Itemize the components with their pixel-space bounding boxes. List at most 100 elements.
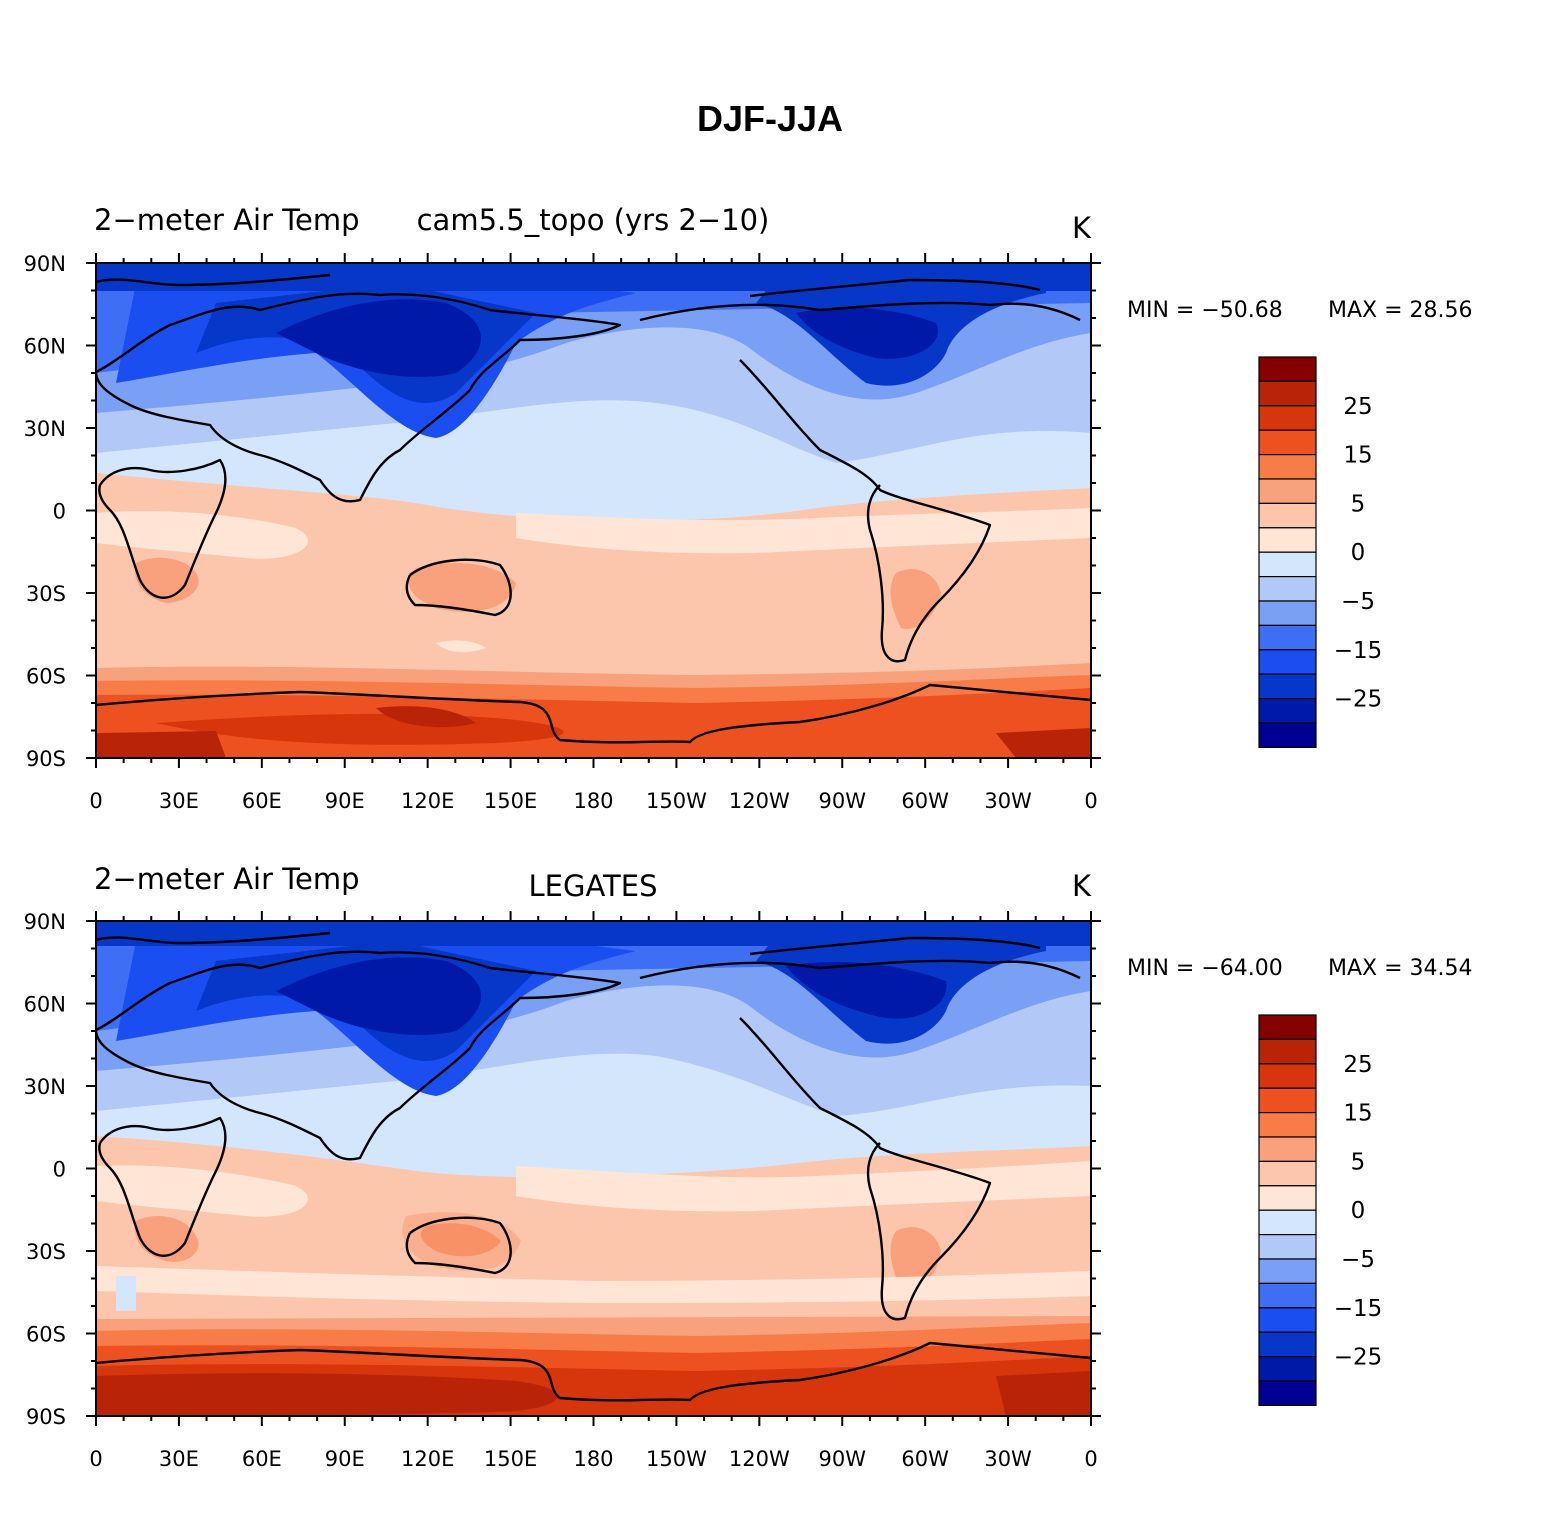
lat-label: 30N <box>24 417 66 441</box>
colorbar-swatch <box>1258 1087 1317 1114</box>
axis-ticks <box>86 911 1101 1426</box>
colorbar-swatch <box>1258 1160 1317 1187</box>
lat-label: 30S <box>26 1240 66 1264</box>
colorbar-swatch <box>1258 454 1317 480</box>
lon-label: 120E <box>401 1447 454 1471</box>
lat-label: 0 <box>53 1158 66 1182</box>
colorbar-swatch <box>1258 1355 1317 1382</box>
colorbar-swatch <box>1258 697 1317 724</box>
panel-units: K <box>1072 211 1092 245</box>
panel-units: K <box>1072 869 1092 903</box>
colorbar-swatch <box>1258 1014 1317 1040</box>
lat-label: 30N <box>24 1075 66 1099</box>
colorbar-label: −15 <box>1334 638 1383 664</box>
lon-label: 90W <box>819 1447 867 1471</box>
colorbar-label: 0 <box>1351 540 1366 566</box>
colorbar: 25 15 5 0 −5 −15 −25 <box>1258 1014 1383 1406</box>
lon-label: 0 <box>89 789 102 813</box>
colorbar-swatch <box>1258 1209 1317 1236</box>
lat-label: 90N <box>24 252 66 276</box>
colorbar-swatch <box>1258 1307 1317 1333</box>
colorbar-label: 0 <box>1351 1198 1366 1224</box>
colorbar-swatch <box>1258 1258 1317 1284</box>
colorbar-swatch <box>1258 1282 1317 1309</box>
lon-label: 150E <box>484 1447 537 1471</box>
colorbar-swatch <box>1258 429 1317 456</box>
lon-label: 90E <box>325 1447 365 1471</box>
lat-label: 0 <box>53 500 66 524</box>
colorbar-swatch <box>1258 527 1317 553</box>
lon-axis-labels: 0 30E 60E 90E 120E 150E 180 150W 120W 90W 60W 30W 0 <box>89 1447 1097 1471</box>
colorbar-swatch <box>1258 1038 1317 1065</box>
colorbar-swatch <box>1258 1331 1317 1358</box>
colorbar-label: −15 <box>1334 1296 1383 1322</box>
colorbar-swatch <box>1258 478 1317 504</box>
lat-label: 60S <box>26 665 66 689</box>
colorbar-swatch <box>1258 673 1317 700</box>
lon-label: 120E <box>401 789 454 813</box>
lon-label: 120W <box>729 789 790 813</box>
colorbar-label: 5 <box>1351 1149 1366 1175</box>
colorbar-swatch <box>1258 405 1317 431</box>
lat-label: 90N <box>24 910 66 934</box>
colorbar: 25 15 5 0 −5 −15 −25 <box>1258 356 1383 748</box>
colorbar-label: −25 <box>1334 1345 1383 1371</box>
lon-label: 120W <box>729 1447 790 1471</box>
lon-label: 150W <box>646 1447 707 1471</box>
colorbar-swatch <box>1258 1063 1317 1089</box>
colorbar-label: 25 <box>1343 1052 1372 1078</box>
colorbar-swatch <box>1258 1111 1317 1138</box>
lon-label: 60W <box>901 1447 949 1471</box>
axis-ticks <box>86 253 1101 768</box>
map-field <box>96 921 1091 1416</box>
lon-axis-labels: 0 30E 60E 90E 120E 150E 180 150W 120W 90W 60W 30W 0 <box>89 789 1097 813</box>
colorbar-swatch <box>1258 1233 1317 1260</box>
lon-label: 60E <box>242 789 282 813</box>
lat-label: 90S <box>26 1405 66 1429</box>
colorbar-swatch <box>1258 551 1317 578</box>
coastline <box>96 273 1091 744</box>
colorbar-swatch <box>1258 356 1317 382</box>
colorbar-swatch <box>1258 722 1317 748</box>
colorbar-swatch <box>1258 1136 1317 1162</box>
lat-label: 30S <box>26 582 66 606</box>
lat-label: 60N <box>24 993 66 1017</box>
panel-left-title: 2−meter Air Temp <box>94 862 360 896</box>
lon-label: 30E <box>159 1447 199 1471</box>
colorbar-swatch <box>1258 600 1317 626</box>
map-field <box>96 263 1091 758</box>
lon-label: 30E <box>159 789 199 813</box>
max-label: MAX = 28.56 <box>1328 298 1473 323</box>
lon-label: 30W <box>984 789 1032 813</box>
panel-model: 2−meter Air Temp cam5.5_topo (yrs 2−10) … <box>24 203 1473 813</box>
lon-label: 60W <box>901 789 949 813</box>
colorbar-label: 25 <box>1343 394 1372 420</box>
colorbar-label: −25 <box>1334 687 1383 713</box>
panel-center-title: cam5.5_topo (yrs 2−10) <box>417 203 770 237</box>
lon-label: 180 <box>573 1447 613 1471</box>
panel-left-title: 2−meter Air Temp <box>94 203 360 237</box>
colorbar-label: 5 <box>1351 491 1366 517</box>
min-label: MIN = −64.00 <box>1127 956 1283 981</box>
lon-label: 150W <box>646 789 707 813</box>
colorbar-label: 15 <box>1343 1101 1372 1127</box>
colorbar-swatch <box>1258 502 1317 529</box>
lon-label: 60E <box>242 1447 282 1471</box>
colorbar-swatch <box>1258 649 1317 675</box>
colorbar-label: −5 <box>1341 1247 1375 1273</box>
lon-label: 90E <box>325 789 365 813</box>
panel-observations: 2−meter Air Temp LEGATES K <box>24 862 1473 1471</box>
colorbar-swatch <box>1258 575 1317 602</box>
colorbar-swatch <box>1258 1185 1317 1211</box>
colorbar-label: −5 <box>1341 589 1375 615</box>
lon-label: 180 <box>573 789 613 813</box>
lat-label: 60N <box>24 335 66 359</box>
colorbar-swatch <box>1258 624 1317 651</box>
lon-label: 150E <box>484 789 537 813</box>
colorbar-swatch <box>1258 1380 1317 1406</box>
lon-label: 0 <box>1084 789 1097 813</box>
colorbar-label: 15 <box>1343 443 1372 469</box>
max-label: MAX = 34.54 <box>1328 956 1473 981</box>
lat-label: 60S <box>26 1323 66 1347</box>
